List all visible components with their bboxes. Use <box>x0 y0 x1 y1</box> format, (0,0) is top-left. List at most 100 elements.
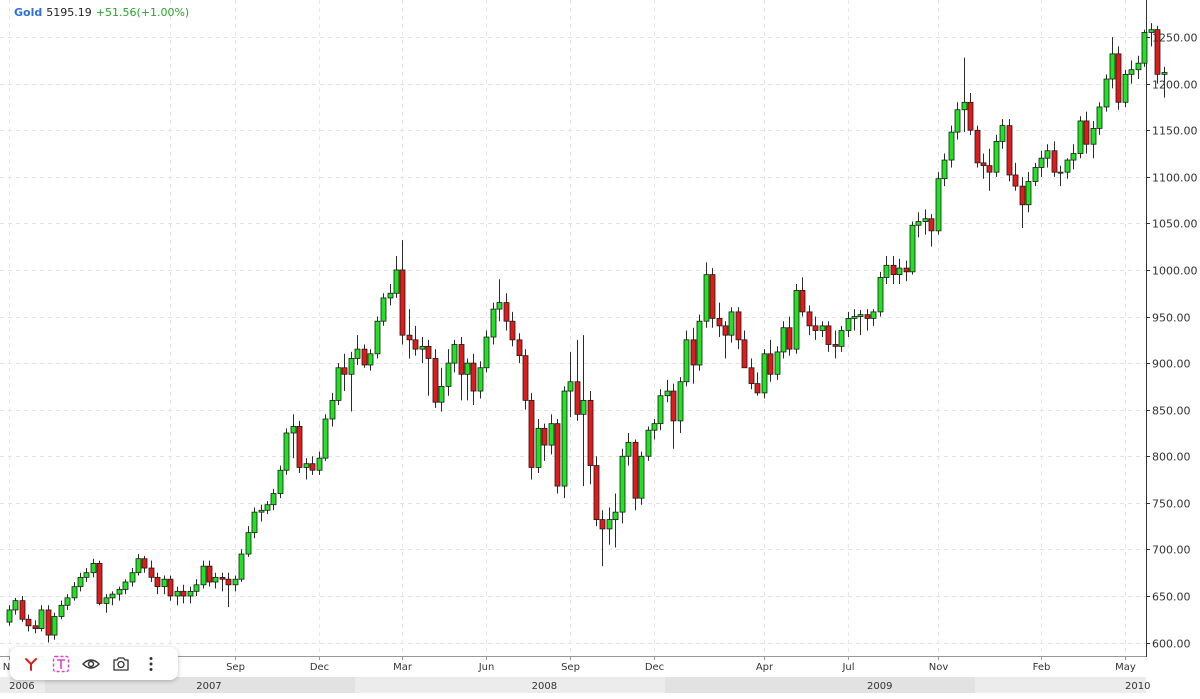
candle-body-down <box>412 339 419 350</box>
candle-body-down <box>25 618 32 627</box>
candle-body-up <box>1032 167 1039 182</box>
candle <box>974 125 981 168</box>
candle-body-down <box>741 339 748 369</box>
candle-body-up <box>703 274 710 322</box>
candle <box>993 134 1000 177</box>
candle-body-up <box>838 330 845 347</box>
candle <box>935 172 942 235</box>
candle-body-up <box>774 351 781 375</box>
candle-body-down <box>432 358 439 403</box>
candle <box>541 423 548 461</box>
candle <box>38 605 45 632</box>
candle-body-up <box>77 576 84 588</box>
more-options-button[interactable] <box>136 649 166 679</box>
candle <box>632 439 639 511</box>
candle-body-up <box>851 316 858 319</box>
candle <box>528 392 535 480</box>
candle-body-down <box>903 267 910 273</box>
price-tick-label: 650.00 <box>1152 591 1191 604</box>
candle <box>477 361 484 399</box>
candle <box>1122 69 1129 107</box>
candle-body-down <box>574 381 581 415</box>
candle-body-up <box>129 572 136 583</box>
screenshot-button[interactable] <box>106 649 136 679</box>
candle-body-down <box>928 218 935 232</box>
candle-body-up <box>877 277 884 313</box>
candle <box>200 560 207 589</box>
candle <box>167 575 174 601</box>
candle-body-up <box>606 519 613 530</box>
candle-body-down <box>406 334 413 341</box>
candle <box>51 612 58 640</box>
candle-body-down <box>670 390 677 422</box>
candle-body-down <box>825 325 832 345</box>
candle-body-down <box>45 609 52 636</box>
candle <box>303 458 310 480</box>
candle <box>838 325 845 352</box>
candle <box>1135 55 1142 80</box>
candle <box>1115 46 1122 110</box>
price-tick-label: 1250.00 <box>1152 32 1198 45</box>
candle-body-up <box>1141 32 1148 64</box>
candle-body-up <box>348 358 355 375</box>
price-tick-label: 1200.00 <box>1152 79 1198 92</box>
candle-body-down <box>141 558 148 569</box>
candle-body-down <box>470 362 477 392</box>
candle-body-up <box>915 221 922 226</box>
candle <box>774 346 781 380</box>
candles <box>6 23 1168 643</box>
candle <box>548 414 555 455</box>
candle <box>290 414 297 459</box>
candle <box>986 148 993 191</box>
candle <box>25 614 32 632</box>
y-axis-tool-button[interactable] <box>16 649 46 679</box>
candle <box>896 258 903 284</box>
candle-body-down <box>786 327 793 350</box>
candle-body-up <box>187 590 194 597</box>
candle <box>116 586 123 601</box>
candle <box>909 221 916 275</box>
candle <box>567 351 574 418</box>
candle-body-up <box>303 463 310 468</box>
candle-body-up <box>354 348 361 359</box>
candle-body-up <box>728 311 735 336</box>
candle <box>135 554 142 576</box>
candle-body-up <box>6 609 13 623</box>
candle <box>1148 23 1155 47</box>
candle <box>464 358 471 401</box>
price-tick-label: 900.00 <box>1152 358 1191 371</box>
candle-body-down <box>748 367 755 385</box>
candle <box>599 510 606 567</box>
candle <box>277 465 284 499</box>
candle <box>1090 120 1097 159</box>
year-band-2009 <box>665 677 975 693</box>
candle <box>587 391 594 485</box>
candle <box>109 591 116 606</box>
candle-body-down <box>716 318 723 327</box>
candle <box>148 560 155 583</box>
candle-body-down <box>1154 29 1161 75</box>
candle <box>915 212 922 238</box>
candle <box>58 600 65 620</box>
candle-body-up <box>780 327 787 353</box>
candle-body-down <box>522 355 529 401</box>
candle <box>903 260 910 282</box>
price-tick-label: 600.00 <box>1152 638 1191 651</box>
candle-body-down <box>554 423 561 487</box>
candle <box>954 102 961 140</box>
eye-icon <box>82 658 100 669</box>
candle <box>716 302 723 338</box>
price-tick-label: 800.00 <box>1152 451 1191 464</box>
candle <box>690 327 697 384</box>
candle <box>606 507 613 545</box>
text-tool-button[interactable] <box>46 649 76 679</box>
candle-body-up <box>1096 106 1103 129</box>
visibility-toggle-button[interactable] <box>76 649 106 679</box>
candle <box>225 572 232 608</box>
candle <box>367 349 374 371</box>
candle <box>767 339 774 382</box>
candle-body-up <box>954 109 961 133</box>
candle-body-up <box>387 292 394 299</box>
candle <box>509 311 516 347</box>
